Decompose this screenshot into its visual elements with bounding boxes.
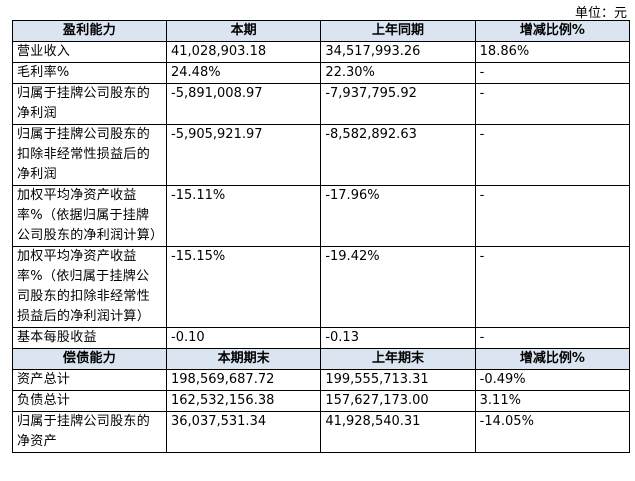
cell: - bbox=[474, 83, 631, 125]
cell: - bbox=[474, 62, 631, 84]
data-row: 营业收入 41,028,903.18 34,517,993.26 18.86% bbox=[12, 41, 631, 63]
cell: 18.86% bbox=[474, 41, 631, 63]
row-label: 加权平均净资产收益率%（依归属于挂牌公司股东的扣除非经常性损益后的净利润计算） bbox=[12, 246, 167, 328]
row-label: 营业收入 bbox=[12, 41, 167, 63]
cell: - bbox=[474, 246, 631, 328]
cell: -0.49% bbox=[474, 369, 631, 391]
cell: 41,028,903.18 bbox=[165, 41, 322, 63]
cell: - bbox=[474, 327, 631, 349]
header-cell: 增减比例% bbox=[474, 348, 631, 370]
financial-table: 盈利能力 本期 上年同期 增减比例% 营业收入 41,028,903.18 34,517,9… bbox=[12, 20, 631, 453]
cell: 157,627,173.00 bbox=[320, 390, 476, 412]
cell: -0.10 bbox=[165, 327, 322, 349]
cell: -0.13 bbox=[320, 327, 476, 349]
data-row: 归属于挂牌公司股东的扣除非经常性损益后的净利润 -5,905,921.97 -8,5… bbox=[12, 124, 631, 186]
header-row: 盈利能力 本期 上年同期 增减比例% bbox=[12, 20, 631, 42]
header-cell: 盈利能力 bbox=[12, 20, 167, 42]
cell: -15.15% bbox=[165, 246, 322, 328]
data-row: 加权平均净资产收益率%（依据归属于挂牌公司股东的净利润计算） -15.11% -17… bbox=[12, 185, 631, 247]
data-row: 基本每股收益 -0.10 -0.13- bbox=[12, 327, 631, 349]
data-row: 归属于挂牌公司股东的净利润 -5,891,008.97 -7,937,795.92- bbox=[12, 83, 631, 125]
cell: 162,532,156.38 bbox=[165, 390, 322, 412]
cell: -8,582,892.63 bbox=[320, 124, 476, 186]
cell: -17.96% bbox=[320, 185, 476, 247]
cell: 3.11% bbox=[474, 390, 631, 412]
row-label: 资产总计 bbox=[12, 369, 167, 391]
data-row: 归属于挂牌公司股东的净资产 36,037,531.34 41,928,540.31-… bbox=[12, 411, 631, 453]
cell: 199,555,713.31 bbox=[320, 369, 476, 391]
cell: -5,891,008.97 bbox=[165, 83, 322, 125]
data-row: 加权平均净资产收益率%（依归属于挂牌公司股东的扣除非经常性损益后的净利润计算） -… bbox=[12, 246, 631, 328]
cell: -7,937,795.92 bbox=[320, 83, 476, 125]
row-label: 归属于挂牌公司股东的扣除非经常性损益后的净利润 bbox=[12, 124, 167, 186]
cell: -15.11% bbox=[165, 185, 322, 247]
cell: 36,037,531.34 bbox=[165, 411, 322, 453]
header-cell: 上年同期 bbox=[320, 20, 476, 42]
row-label: 基本每股收益 bbox=[12, 327, 167, 349]
row-label: 归属于挂牌公司股东的净利润 bbox=[12, 83, 167, 125]
header-cell: 增减比例% bbox=[474, 20, 631, 42]
row-label: 加权平均净资产收益率%（依据归属于挂牌公司股东的净利润计算） bbox=[12, 185, 167, 247]
cell: - bbox=[474, 185, 631, 247]
header-row: 偿债能力 本期期末 上年期末 增减比例% bbox=[12, 348, 631, 370]
unit-label: 单位：元 bbox=[574, 6, 627, 21]
cell: - bbox=[474, 124, 631, 186]
cell: 34,517,993.26 bbox=[320, 41, 476, 63]
header-cell: 本期 bbox=[165, 20, 322, 42]
cell: 22.30% bbox=[320, 62, 476, 84]
cell: -5,905,921.97 bbox=[165, 124, 322, 186]
row-label: 毛利率% bbox=[12, 62, 167, 84]
row-label: 负债总计 bbox=[12, 390, 167, 412]
cell: 198,569,687.72 bbox=[165, 369, 322, 391]
header-cell: 偿债能力 bbox=[12, 348, 167, 370]
cell: 41,928,540.31 bbox=[320, 411, 476, 453]
data-row: 毛利率% 24.48% 22.30% - bbox=[12, 62, 631, 84]
data-row: 资产总计 198,569,687.72 199,555,713.31 -0.49% bbox=[12, 369, 631, 391]
cell: -14.05% bbox=[474, 411, 631, 453]
row-label: 归属于挂牌公司股东的净资产 bbox=[12, 411, 167, 453]
cell: -19.42% bbox=[320, 246, 476, 328]
cell: 24.48% bbox=[165, 62, 322, 84]
header-cell: 本期期末 bbox=[165, 348, 322, 370]
data-row: 负债总计 162,532,156.38 157,627,173.00 3.11% bbox=[12, 390, 631, 412]
header-cell: 上年期末 bbox=[320, 348, 476, 370]
